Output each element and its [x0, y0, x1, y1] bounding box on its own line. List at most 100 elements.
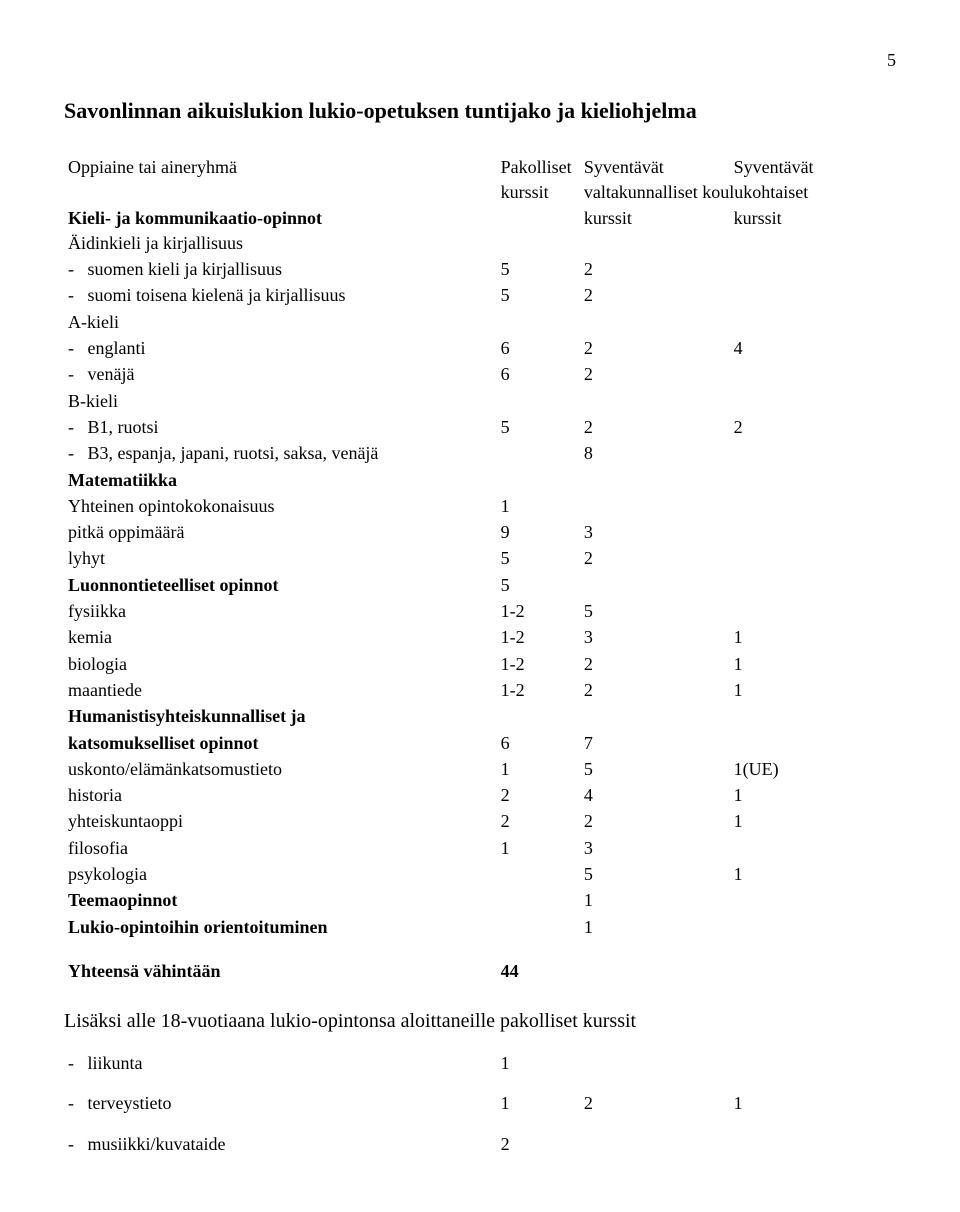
- table-header-row2: kurssit valtakunnalliset koulukohtaiset: [64, 179, 896, 204]
- row-label: Lukio-opintoihin orientoituminen: [64, 914, 497, 940]
- row-v1: 2: [497, 808, 580, 834]
- row-v2: 2: [580, 808, 730, 834]
- footer-row-label: - terveystieto: [64, 1083, 497, 1123]
- row-v1: [497, 440, 580, 466]
- row-v3: [730, 703, 896, 729]
- row-v1: 5: [497, 545, 580, 571]
- hdr-adv2: Syventävät: [730, 154, 896, 179]
- row-v3: [730, 440, 896, 466]
- row-v3: [730, 519, 896, 545]
- row-v1: 1-2: [497, 624, 580, 650]
- footer-row-v3: [730, 1124, 896, 1164]
- footer-row-label: - musiikki/kuvataide: [64, 1124, 497, 1164]
- row-v2: 5: [580, 861, 730, 887]
- row-v1: 1: [497, 756, 580, 782]
- table-row: - suomen kieli ja kirjallisuus52: [64, 256, 896, 282]
- footer-row-v2: [580, 1043, 730, 1083]
- table-row: kemia1-231: [64, 624, 896, 650]
- row-label: - B3, espanja, japani, ruotsi, saksa, ve…: [64, 440, 497, 466]
- row-label: filosofia: [64, 835, 497, 861]
- row-v1: 1: [497, 835, 580, 861]
- row-v1: [497, 388, 580, 414]
- row-v2: 4: [580, 782, 730, 808]
- row-v2: 2: [580, 677, 730, 703]
- table-row: biologia1-221: [64, 651, 896, 677]
- row-v1: [497, 703, 580, 729]
- hdr-adv1: Syventävät: [580, 154, 730, 179]
- row-label: - B1, ruotsi: [64, 414, 497, 440]
- row-v1: [497, 230, 580, 256]
- row-label: biologia: [64, 651, 497, 677]
- row-v1: [497, 309, 580, 335]
- hdr-mandatory-sub: kurssit: [497, 179, 580, 204]
- row-label: fysiikka: [64, 598, 497, 624]
- row-v1: 5: [497, 572, 580, 598]
- table-row: pitkä oppimäärä93: [64, 519, 896, 545]
- hdr-mandatory: Pakolliset: [497, 154, 580, 179]
- row-v2: 3: [580, 519, 730, 545]
- row-v1: [497, 887, 580, 913]
- table-header-row1: Oppiaine tai aineryhmä Pakolliset Syvent…: [64, 154, 896, 179]
- row-v3: [730, 730, 896, 756]
- table-row: Luonnontieteelliset opinnot5: [64, 572, 896, 598]
- hdr-subject: Oppiaine tai aineryhmä: [64, 154, 497, 179]
- footer-row-label: - liikunta: [64, 1043, 497, 1083]
- page-title: Savonlinnan aikuislukion lukio-opetuksen…: [64, 96, 896, 126]
- table-row: lyhyt52: [64, 545, 896, 571]
- row-v1: 6: [497, 335, 580, 361]
- footer-row: - terveystieto121: [64, 1083, 896, 1123]
- hdr-adv-sub: valtakunnalliset koulukohtaiset: [580, 179, 896, 204]
- row-v2: [580, 493, 730, 519]
- table-row: - englanti624: [64, 335, 896, 361]
- total-row: Yhteensä vähintään 44: [64, 958, 896, 984]
- row-label: pitkä oppimäärä: [64, 519, 497, 545]
- row-v3: 1: [730, 651, 896, 677]
- total-label: Yhteensä vähintään: [64, 958, 497, 984]
- footer-row-v1: 1: [497, 1043, 580, 1083]
- table-row: Matematiikka: [64, 467, 896, 493]
- row-label: B-kieli: [64, 388, 497, 414]
- row-label: yhteiskuntaoppi: [64, 808, 497, 834]
- row-v3: 1: [730, 782, 896, 808]
- row-label: - englanti: [64, 335, 497, 361]
- row-label: Luonnontieteelliset opinnot: [64, 572, 497, 598]
- table-header-row3: Kieli- ja kommunikaatio-opinnot kurssit …: [64, 205, 896, 230]
- footer-row-v1: 1: [497, 1083, 580, 1123]
- footer-row-v1: 2: [497, 1124, 580, 1164]
- row-v3: [730, 887, 896, 913]
- row-v2: [580, 467, 730, 493]
- table-row: Lukio-opintoihin orientoituminen 1: [64, 914, 896, 940]
- row-v3: 1: [730, 624, 896, 650]
- row-v3: [730, 545, 896, 571]
- row-v2: 2: [580, 414, 730, 440]
- row-v3: [730, 309, 896, 335]
- footer-row-v2: 2: [580, 1083, 730, 1123]
- row-v2: 5: [580, 598, 730, 624]
- table-row: - B1, ruotsi522: [64, 414, 896, 440]
- row-v3: 1: [730, 808, 896, 834]
- row-v3: [730, 572, 896, 598]
- row-v3: 1(UE): [730, 756, 896, 782]
- table-row: historia241: [64, 782, 896, 808]
- table-row: - suomi toisena kielenä ja kirjallisuus5…: [64, 282, 896, 308]
- table-row: yhteiskuntaoppi221: [64, 808, 896, 834]
- table-row: B-kieli: [64, 388, 896, 414]
- row-v2: 2: [580, 282, 730, 308]
- row-label: uskonto/elämänkatsomustieto: [64, 756, 497, 782]
- row-v3: [730, 467, 896, 493]
- table-row: A-kieli: [64, 309, 896, 335]
- row-v1: 9: [497, 519, 580, 545]
- row-v3: [730, 230, 896, 256]
- row-v3: 4: [730, 335, 896, 361]
- row-kieli: Kieli- ja kommunikaatio-opinnot: [64, 205, 497, 230]
- row-v1: 1-2: [497, 651, 580, 677]
- row-v2: [580, 703, 730, 729]
- row-v1: 6: [497, 361, 580, 387]
- row-v1: 2: [497, 782, 580, 808]
- row-v3: [730, 835, 896, 861]
- row-v2: 8: [580, 440, 730, 466]
- curriculum-table: Oppiaine tai aineryhmä Pakolliset Syvent…: [64, 154, 896, 984]
- row-v2: 1: [580, 914, 730, 940]
- row-v2: [580, 309, 730, 335]
- row-v1: [497, 914, 580, 940]
